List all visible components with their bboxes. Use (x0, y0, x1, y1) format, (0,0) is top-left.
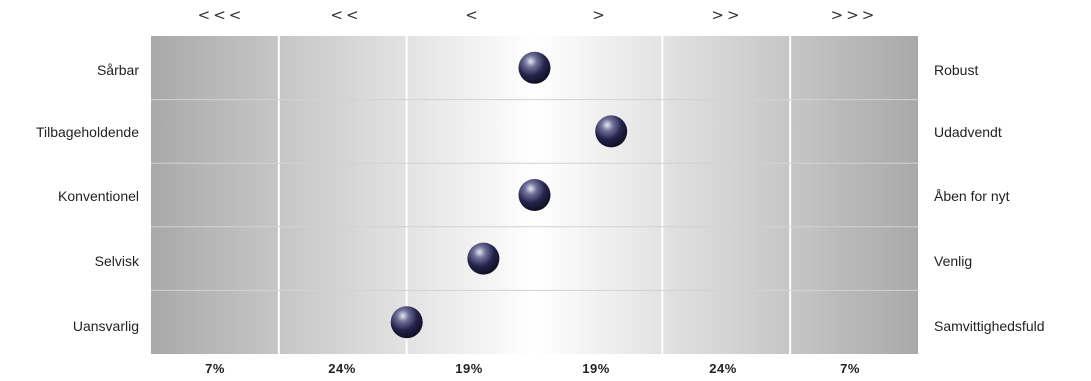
score-marker (467, 242, 500, 275)
score-marker (390, 306, 423, 339)
column-header: > (592, 6, 608, 24)
column-header: <<< (197, 6, 245, 24)
row-label-left: Uansvarlig (72, 318, 139, 334)
row-label-right: Samvittighedsfuld (934, 318, 1045, 334)
row-label-left: Selvisk (94, 253, 139, 269)
column-percentage: 19% (455, 361, 483, 376)
column-header: >>> (830, 6, 878, 24)
column-percentage: 7% (840, 361, 860, 376)
row-label-right: Venlig (934, 253, 973, 269)
row-label-left: Sårbar (96, 62, 139, 78)
column-percentage: 19% (582, 361, 610, 376)
column-header: << (330, 6, 362, 24)
row-label-right: Udadvendt (934, 124, 1002, 140)
row-label-right: Åben for nyt (934, 188, 1010, 204)
column-percentage: 24% (709, 361, 737, 376)
row-label-left: Konventionel (58, 188, 139, 204)
column-header: < (465, 6, 481, 24)
column-header: >> (711, 6, 743, 24)
score-marker (595, 115, 628, 148)
row-label-left: Tilbageholdende (35, 124, 139, 140)
column-percentage: 7% (205, 361, 225, 376)
plot-area (151, 36, 918, 354)
column-percentage: 24% (328, 361, 356, 376)
score-marker (518, 179, 551, 211)
row-label-right: Robust (934, 62, 979, 78)
score-marker (518, 51, 551, 84)
